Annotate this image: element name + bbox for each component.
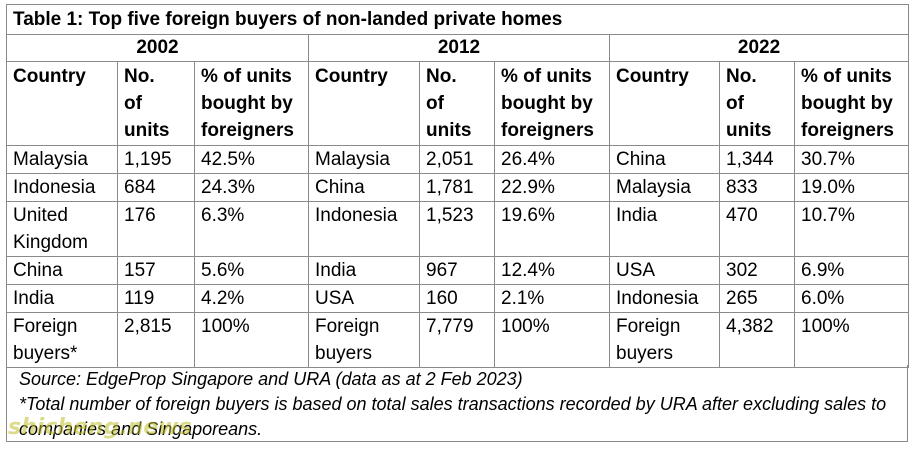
cell-country: Foreign buyers* [6,312,118,368]
cell-units: 160 [419,284,495,313]
cell-pct: 12.4% [494,256,610,285]
table-row: China 157 5.6% India 967 12.4% USA 302 6.9% [6,256,910,285]
table-notes: Source: EdgeProp Singapore and URA (data… [6,365,908,442]
cell-country: Indonesia [6,173,118,202]
cell-country: Indonesia [609,284,720,313]
footnote-line-1: *Total number of foreign buyers is based… [19,394,887,414]
cell-pct: 100% [494,312,610,368]
year-header-2002: 2002 [6,34,309,62]
cell-units: 967 [419,256,495,285]
col-header-country: Country [6,61,118,146]
table-row: Malaysia 1,195 42.5% Malaysia 2,051 26.4% Chin… [6,145,910,174]
cell-units: 1,344 [719,145,795,174]
cell-pct: 6.0% [793,284,910,313]
cell-units: 1,523 [419,201,495,257]
cell-units: 2,051 [419,145,495,174]
cell-pct: 26.4% [494,145,610,174]
cell-pct: 6.9% [793,256,910,285]
year-header-2022: 2022 [608,34,910,62]
cell-units: 265 [719,284,795,313]
cell-units: 176 [117,201,195,257]
cell-country: Malaysia [609,173,720,202]
cell-country: Malaysia [308,145,420,174]
cell-country: Foreign buyers [609,312,720,368]
cell-units: 2,815 [117,312,195,368]
footnote-line-2: companies and Singaporeans. [19,419,263,439]
cell-units: 1,195 [117,145,195,174]
col-header-units: No. of units [719,61,795,146]
cell-units: 1,781 [419,173,495,202]
year-header-2012: 2012 [308,34,610,62]
cell-pct: 30.7% [793,145,910,174]
col-header-pct: % of units bought by foreigners [194,61,309,146]
col-header-pct: % of units bought by foreigners [494,61,610,146]
col-header-pct: % of units bought by foreigners [793,61,910,146]
cell-pct: 10.7% [793,201,910,257]
source-note: Source: EdgeProp Singapore and URA (data… [19,369,523,389]
cell-pct: 19.6% [494,201,610,257]
cell-units: 4,382 [719,312,795,368]
col-header-country: Country [609,61,720,146]
cell-country: China [609,145,720,174]
cell-country: India [609,201,720,257]
cell-pct: 100% [194,312,309,368]
cell-units: 119 [117,284,195,313]
foreign-buyers-table: Table 1: Top five foreign buyers of non-… [5,4,910,368]
cell-pct: 5.6% [194,256,309,285]
cell-pct: 24.3% [194,173,309,202]
cell-units: 833 [719,173,795,202]
cell-units: 302 [719,256,795,285]
table-row: India 119 4.2% USA 160 2.1% Indonesia 265 6.0% [6,284,910,313]
col-header-units: No. of units [117,61,195,146]
cell-country: India [6,284,118,313]
col-header-units: No. of units [419,61,495,146]
cell-pct: 42.5% [194,145,309,174]
cell-country: Indonesia [308,201,420,257]
col-header-country: Country [308,61,420,146]
column-header-row: Country No. of units % of units bought by fo… [6,61,910,146]
cell-units: 470 [719,201,795,257]
cell-country: China [6,256,118,285]
table-title: Table 1: Top five foreign buyers of non-… [5,4,910,35]
cell-pct: 100% [793,312,910,368]
cell-pct: 4.2% [194,284,309,313]
cell-country: India [308,256,420,285]
cell-country: Foreign buyers [308,312,420,368]
cell-units: 157 [117,256,195,285]
cell-pct: 6.3% [194,201,309,257]
cell-units: 7,779 [419,312,495,368]
cell-pct: 22.9% [494,173,610,202]
cell-country: Malaysia [6,145,118,174]
table-row: United Kingdom 176 6.3% Indonesia 1,523 19.6%… [6,201,910,257]
table-row: Foreign buyers* 2,815 100% Foreign buyers 7,… [6,312,910,368]
cell-country: United Kingdom [6,201,118,257]
cell-pct: 2.1% [494,284,610,313]
watermark: shicheng.news [8,415,192,440]
cell-units: 684 [117,173,195,202]
table-row: Indonesia 684 24.3% China 1,781 22.9% Malaysia… [6,173,910,202]
cell-country: USA [609,256,720,285]
cell-pct: 19.0% [793,173,910,202]
cell-country: USA [308,284,420,313]
cell-country: China [308,173,420,202]
